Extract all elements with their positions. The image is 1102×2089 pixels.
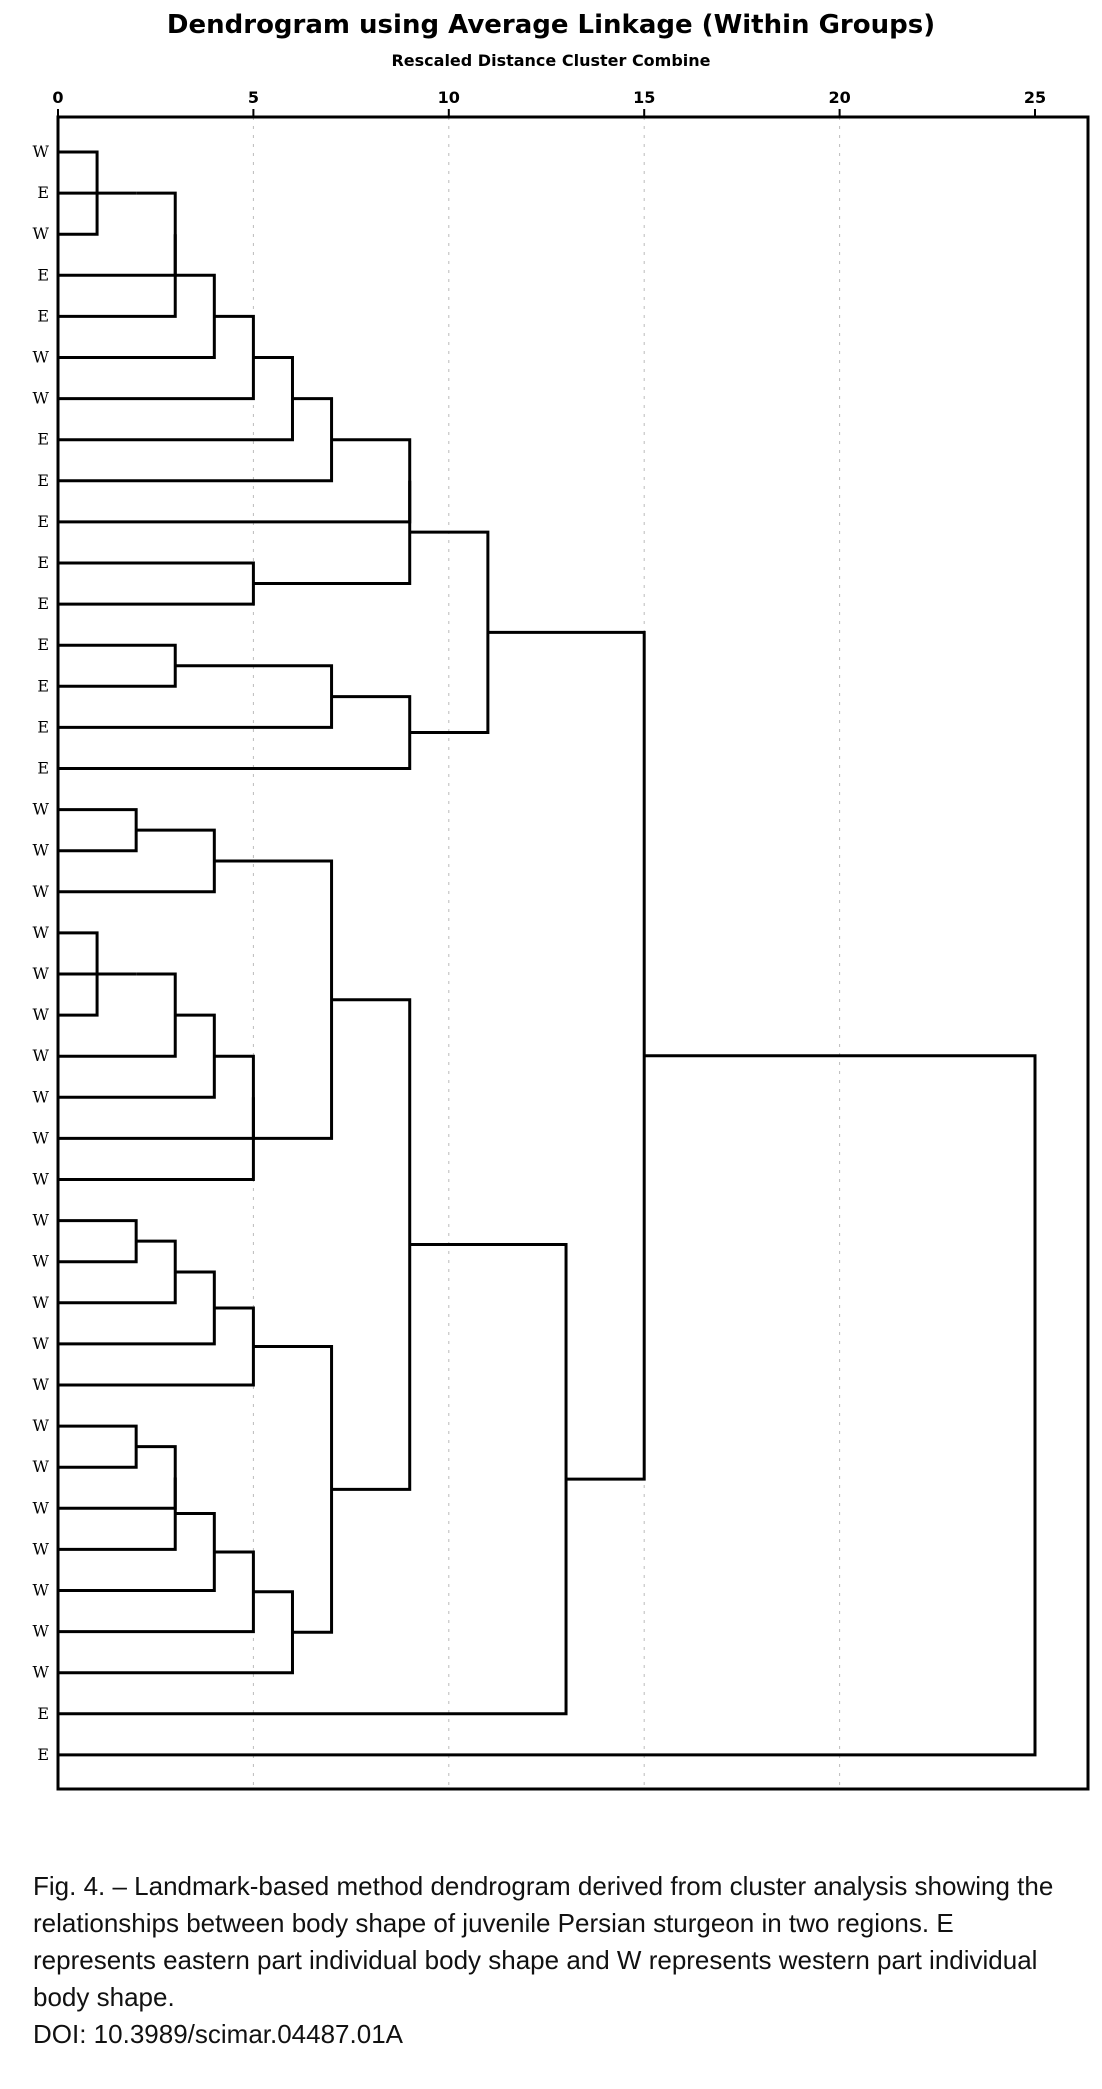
leaf-label: E	[37, 553, 49, 572]
dendrogram-link-36	[58, 1243, 568, 1716]
caption-text: Fig. 4. – Landmark-based method dendrogr…	[33, 1871, 1054, 2012]
leaf-label: E	[37, 759, 49, 778]
dendrogram-link-26	[58, 1270, 216, 1346]
dendrogram-link-11	[58, 664, 334, 729]
leaf-label: W	[33, 1293, 50, 1312]
leaf-label: W	[33, 1170, 50, 1189]
plot-frame	[56, 115, 1090, 1791]
leaf-label: E	[37, 265, 49, 284]
leaf-label: W	[33, 1252, 50, 1271]
dendrogram-link-31	[58, 1511, 216, 1592]
dendrogram-link-35	[331, 998, 412, 1491]
x-tick-label-15: 15	[633, 88, 655, 107]
leaf-label: E	[37, 717, 49, 736]
leaf-label: W	[33, 1416, 50, 1435]
leaf-label: W	[33, 1581, 50, 1600]
leaf-label: E	[37, 471, 49, 490]
leaf-label: W	[33, 142, 50, 161]
leaf-label: W	[33, 389, 50, 408]
leaf-label: E	[37, 1704, 49, 1723]
dendrogram-link-13	[253, 480, 412, 586]
dendrogram-link-8	[58, 561, 255, 606]
dendrogram-link-3	[58, 234, 177, 318]
leaf-label: W	[33, 923, 50, 942]
leaf-label: W	[33, 1211, 50, 1230]
leaf-label: E	[37, 676, 49, 695]
dendrogram-link-34	[253, 1344, 334, 1634]
dendrogram-chart: 0 5 10 15 20 25 WEWEEWWEEEEEEEEEWWWWWWWWWWWWW…	[33, 88, 1090, 1791]
leaf-label: W	[33, 882, 50, 901]
leaf-label: W	[33, 1046, 50, 1065]
leaf-label: W	[33, 1457, 50, 1476]
x-tick-label-5: 5	[248, 88, 259, 107]
dendrogram-link-22	[58, 1097, 255, 1181]
chart-title: Dendrogram using Average Linkage (Within…	[166, 10, 936, 40]
leaf-label: E	[37, 512, 49, 531]
leaf-label-layer: W E W E E W W E E E E E E E E E W W W W W W W W W W W W W W W W W W W W W W E E	[33, 142, 50, 1764]
leaf-label: E	[37, 1745, 49, 1764]
tick-layer: 0 5 10 15 20 25	[52, 88, 1046, 117]
x-tick-label-0: 0	[52, 88, 63, 107]
leaf-label: E	[37, 306, 49, 325]
x-tick-label-20: 20	[828, 88, 850, 107]
x-tick-label-25: 25	[1024, 88, 1046, 107]
leaf-label: W	[33, 1087, 50, 1106]
caption-doi: DOI: 10.3989/scimar.04487.01A	[33, 2019, 404, 2049]
dendrogram-link-38	[58, 1054, 1037, 1757]
dendrogram-link-25	[58, 1239, 177, 1305]
leaf-label: E	[37, 183, 49, 202]
dendrogram-link-30	[58, 1477, 177, 1551]
leaf-label: E	[37, 430, 49, 449]
dendrogram-link-23	[214, 859, 334, 1140]
leaf-label: W	[33, 800, 50, 819]
leaf-label: W	[33, 348, 50, 367]
dendrogram-link-28	[58, 1424, 138, 1469]
leaf-label: W	[33, 1663, 50, 1682]
x-tick-label-10: 10	[438, 88, 460, 107]
leaf-label: W	[33, 1622, 50, 1641]
leaf-label: E	[37, 594, 49, 613]
dendrogram-link-24	[58, 1219, 138, 1264]
dendrogram-link-15	[58, 808, 138, 853]
leaf-label: W	[33, 1334, 50, 1353]
leaf-label: W	[33, 841, 50, 860]
leaf-label: W	[33, 1498, 50, 1517]
dendrogram-link-12	[58, 695, 412, 770]
leaf-label: W	[33, 1539, 50, 1558]
dendrogram-link-10	[58, 643, 177, 688]
chart-subtitle: Rescaled Distance Cluster Combine	[391, 51, 711, 70]
leaf-label: W	[33, 224, 50, 243]
dendrogram-link-27	[58, 1306, 255, 1387]
figure-caption: Fig. 4. – Landmark-based method dendrogr…	[33, 1868, 1073, 2053]
leaf-label: W	[33, 1128, 50, 1147]
grid-layer	[252, 117, 841, 1789]
leaf-label: W	[33, 1375, 50, 1394]
dendrogram-link-29	[58, 1445, 177, 1510]
leaf-label: W	[33, 1005, 50, 1024]
leaf-label: E	[37, 635, 49, 654]
link-layer	[58, 150, 1037, 1757]
leaf-label: W	[33, 964, 50, 983]
